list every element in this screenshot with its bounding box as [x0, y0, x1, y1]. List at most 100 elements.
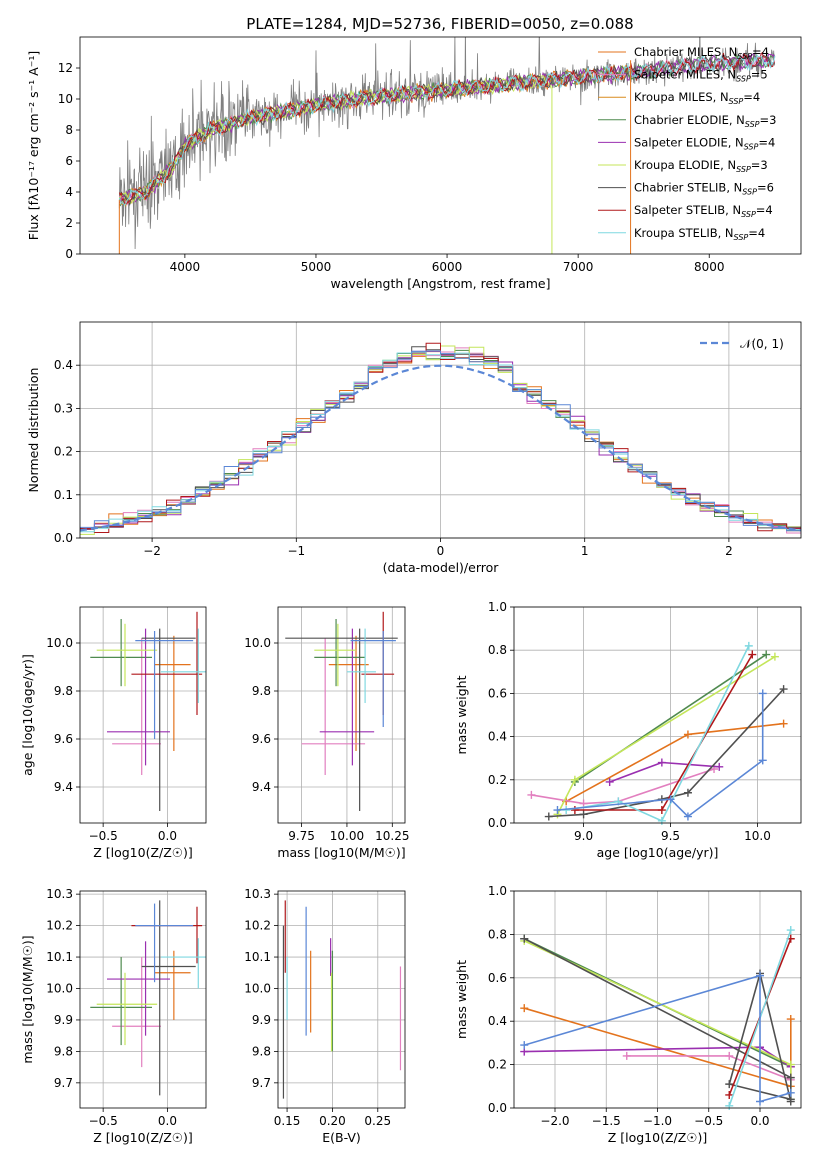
histogram-plot — [80, 342, 801, 535]
series-point-extra_blue — [553, 806, 562, 815]
axes-frame — [79, 890, 207, 1109]
errorbars-age-vs-mass — [285, 611, 398, 811]
y-tick-label: 9.7 — [252, 1076, 271, 1090]
series-point-salpeter_elodie — [715, 762, 724, 771]
y-axis-label: Normed distribution — [26, 368, 41, 493]
series-point-salpeter_stelib — [570, 806, 579, 815]
legend-label: Kroupa ELODIE, NSSP=3 — [634, 158, 768, 174]
spectrum-plot — [118, 37, 776, 254]
y-tick-label: 9.8 — [54, 684, 73, 698]
legend-label: Chabrier ELODIE, NSSP=3 — [634, 113, 776, 129]
series-point-kroupa_elodie — [786, 1060, 795, 1069]
x-axis-label: Z [log10(Z/Z☉)] — [608, 1130, 708, 1145]
y-tick-label: 9.6 — [54, 732, 73, 746]
x-tick-label: −0.5 — [89, 1114, 118, 1128]
y-axis-label: Flux [fλ10⁻¹⁷ erg cm⁻² s⁻¹ A⁻¹] — [26, 51, 41, 240]
legend-label: Salpeter ELODIE, NSSP=4 — [634, 135, 775, 151]
y-tick-label: 9.7 — [54, 1076, 73, 1090]
x-tick-label: 0.25 — [364, 1114, 391, 1128]
series-point-salpeter_miles — [622, 1051, 631, 1060]
y-tick-label: 10.1 — [46, 950, 73, 964]
x-tick-label: 10.00 — [330, 829, 364, 843]
series-point-chabrier_miles — [786, 1015, 795, 1024]
y-tick-label: 8 — [65, 123, 73, 137]
x-tick-label: 0.0 — [158, 1114, 177, 1128]
errorbars-mass-vs-EBV — [282, 900, 402, 1099]
series-point-kroupa_elodie — [570, 775, 579, 784]
y-tick-label: 12 — [58, 61, 73, 75]
series-point-chabrier_stelib — [786, 1073, 795, 1082]
axes-mass-vs-EBV — [278, 891, 405, 1108]
series-point-extra_blue — [683, 812, 692, 821]
y-tick-label: 10.0 — [244, 981, 271, 995]
x-tick-label: 9.75 — [288, 829, 315, 843]
y-tick-label: 10.0 — [46, 636, 73, 650]
model-spectrum-kroupa_stelib — [118, 53, 776, 206]
y-tick-label: 0.2 — [54, 445, 73, 459]
x-tick-label: −1.0 — [643, 1114, 672, 1128]
x-tick-label: 9.0 — [574, 829, 593, 843]
x-tick-label: 8000 — [694, 260, 725, 274]
frame-massweight-vs-age: 9.0 9.5 10.0 0.0 0.2 0.4 0.6 0.8 1.0 age [log10(a… — [454, 600, 802, 860]
y-tick-label: 9.8 — [54, 1044, 73, 1058]
x-axis-label: wavelength [Angstrom, rest frame] — [330, 276, 550, 291]
series-point-extra_blue — [758, 689, 767, 698]
series-point-chabrier_elodie — [762, 650, 771, 659]
frame-massweight-vs-Z: −2.0 −1.5 −1.0 −0.5 0.0 0.0 0.2 0.4 0.6 0.8 1.0 Z [… — [454, 884, 802, 1145]
legend-label: Salpeter STELIB, NSSP=4 — [634, 203, 773, 219]
model-spectrum-chabrier_stelib — [119, 54, 776, 206]
series-massweight-vs-age — [527, 641, 788, 825]
series-massweight-vs-Z — [520, 926, 795, 1110]
normal-curve — [80, 364, 801, 532]
y-tick-label: 0.6 — [488, 686, 507, 700]
x-tick-label: −2 — [143, 544, 161, 558]
y-tick-label: 1.0 — [488, 600, 507, 614]
x-tick-label: 0.0 — [750, 1114, 769, 1128]
frame-mass-vs-EBV: 0.15 0.20 0.25 9.7 9.8 9.9 10.0 10.1 10.2 10.3 E(B… — [244, 887, 406, 1145]
x-tick-label: −0.5 — [89, 829, 118, 843]
axes-frame — [79, 606, 207, 824]
frame-spectrum: 4000 5000 6000 7000 8000 0 2 4 6 8 10 12 wavelength … — [26, 36, 802, 291]
series-point-extra_blue — [786, 1088, 795, 1097]
errorbars-mass-vs-Z — [90, 900, 206, 1096]
series-point-chabrier_stelib — [520, 934, 529, 943]
spectrum-legend: Chabrier MILES, NSSP=4 Salpeter MILES, NS… — [598, 45, 776, 242]
series-point-salpeter_miles — [579, 799, 588, 808]
axes-frame — [277, 606, 406, 824]
y-tick-label: 10.1 — [244, 950, 271, 964]
y-axis-label: mass weight — [454, 675, 469, 754]
y-tick-label: 9.4 — [252, 780, 271, 794]
series-line-salpeter_miles — [531, 768, 715, 805]
x-tick-label: 0.20 — [319, 1114, 346, 1128]
y-tick-label: 10.2 — [244, 919, 271, 933]
x-tick-label: 4000 — [170, 260, 201, 274]
frame-residual-histogram: −2 −1 0 1 2 0.0 0.1 0.2 0.3 0.4 (data-model)/error… — [26, 321, 802, 575]
x-axis-label: mass [log10(M/M☉)] — [277, 845, 405, 860]
series-point-extra_blue — [666, 795, 675, 804]
y-tick-label: 0.2 — [488, 1058, 507, 1072]
y-tick-label: 9.9 — [54, 1013, 73, 1027]
x-axis-label: Z [log10(Z/Z☉)] — [93, 1130, 193, 1145]
errorbars-age-vs-Z — [90, 611, 206, 811]
y-tick-label: 0.2 — [488, 773, 507, 787]
series-line-extra_blue — [524, 974, 792, 1103]
y-tick-label: 0.3 — [54, 401, 73, 415]
figure-title: PLATE=1284, MJD=52736, FIBERID=0050, z=0… — [246, 15, 633, 33]
series-point-extra_blue — [520, 1041, 529, 1050]
y-tick-label: 0.4 — [488, 730, 507, 744]
y-tick-label: 0.8 — [488, 927, 507, 941]
x-tick-label: 1 — [581, 544, 589, 558]
x-tick-label: −2.0 — [540, 1114, 569, 1128]
y-tick-label: 10.2 — [46, 919, 73, 933]
y-tick-label: 0.8 — [488, 643, 507, 657]
legend-label: Kroupa MILES, NSSP=4 — [634, 90, 760, 106]
axes-age-vs-Z — [80, 607, 206, 823]
y-tick-label: 0.4 — [54, 358, 73, 372]
y-tick-label: 4 — [65, 185, 73, 199]
x-tick-label: 6000 — [432, 260, 463, 274]
y-tick-label: 0 — [65, 247, 73, 261]
x-tick-label: 5000 — [301, 260, 332, 274]
y-tick-label: 0.6 — [488, 971, 507, 985]
y-tick-label: 0.0 — [54, 531, 73, 545]
